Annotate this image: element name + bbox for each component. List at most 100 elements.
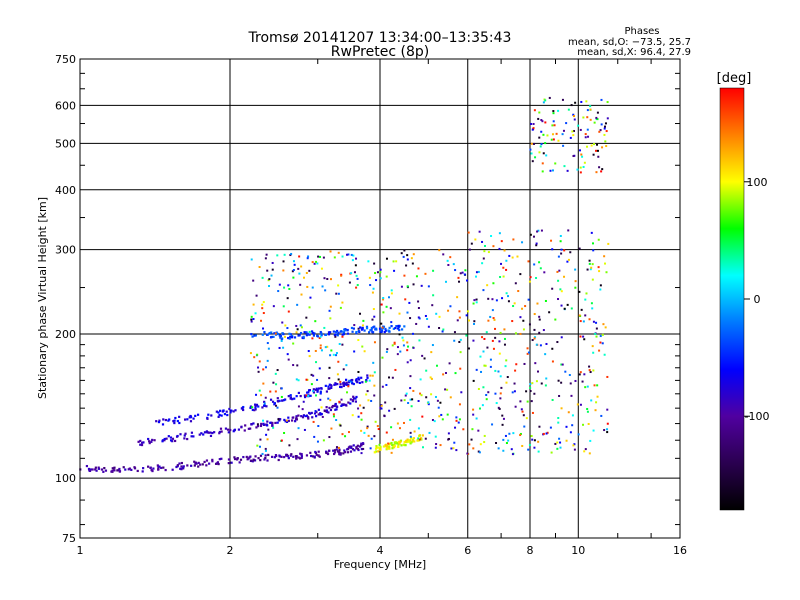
data-point — [538, 151, 541, 154]
data-point — [458, 418, 461, 421]
data-point — [596, 118, 599, 121]
data-point — [342, 384, 345, 388]
data-point — [539, 344, 542, 347]
data-point — [323, 277, 326, 280]
data-point — [435, 443, 438, 446]
data-point — [531, 160, 534, 163]
data-point — [470, 242, 473, 245]
data-point — [274, 332, 277, 335]
plot-frame — [79, 58, 681, 539]
data-point — [545, 154, 548, 157]
data-point — [339, 385, 342, 389]
data-point — [379, 271, 382, 274]
data-point — [347, 401, 350, 404]
data-point — [252, 318, 255, 321]
data-point — [261, 406, 264, 409]
data-point — [344, 328, 347, 331]
data-point — [601, 146, 604, 149]
y-tick-label: 600 — [55, 99, 76, 112]
data-point — [589, 108, 592, 111]
data-point — [535, 343, 538, 346]
data-point — [327, 397, 330, 400]
data-point — [253, 356, 256, 359]
data-point — [409, 435, 412, 438]
data-point — [367, 434, 370, 437]
data-point — [305, 331, 308, 334]
data-point — [342, 331, 345, 334]
data-point — [467, 231, 470, 234]
data-point — [296, 328, 299, 331]
data-point — [282, 269, 285, 272]
data-point — [538, 425, 541, 428]
data-point — [588, 369, 591, 372]
data-point — [596, 149, 599, 152]
data-point — [381, 356, 384, 359]
data-point — [271, 400, 275, 403]
data-point — [387, 329, 390, 332]
data-point — [379, 330, 382, 333]
data-point — [141, 470, 144, 473]
data-point — [312, 420, 315, 423]
data-point — [342, 382, 345, 385]
data-point — [535, 244, 538, 247]
data-point — [288, 337, 291, 340]
data-point — [491, 309, 494, 312]
data-point — [601, 333, 604, 336]
data-point — [361, 381, 364, 384]
data-point — [519, 273, 522, 276]
data-point — [395, 260, 398, 263]
data-point — [337, 331, 340, 334]
data-point — [116, 469, 119, 472]
data-point — [168, 418, 171, 421]
data-point — [117, 469, 120, 472]
data-point — [260, 394, 263, 397]
data-point — [258, 360, 261, 363]
data-point — [314, 394, 317, 397]
data-point — [323, 326, 326, 329]
data-point — [538, 136, 541, 139]
data-point — [319, 412, 322, 415]
data-point — [434, 446, 437, 449]
data-point — [517, 290, 520, 293]
data-point — [534, 362, 537, 365]
data-point — [560, 248, 563, 251]
data-point — [338, 452, 341, 456]
data-point — [579, 166, 582, 169]
data-point — [357, 378, 361, 381]
data-point — [307, 350, 310, 353]
data-point — [292, 269, 295, 272]
data-point — [552, 112, 555, 115]
data-point — [597, 266, 600, 269]
data-point — [220, 414, 223, 417]
data-point — [532, 122, 535, 125]
data-point — [348, 379, 351, 382]
data-point — [340, 274, 343, 277]
data-point — [201, 463, 204, 466]
data-point — [394, 441, 397, 444]
data-point — [560, 252, 563, 255]
data-point — [345, 383, 348, 386]
data-point — [193, 460, 196, 463]
data-point — [352, 444, 355, 447]
data-point — [584, 133, 587, 136]
data-point — [336, 334, 339, 337]
data-point — [179, 467, 182, 470]
data-point — [250, 423, 253, 426]
data-point — [342, 403, 345, 407]
data-point — [302, 336, 305, 340]
data-point — [371, 291, 374, 294]
data-point — [579, 128, 582, 131]
data-point — [317, 454, 320, 457]
data-point — [180, 468, 183, 471]
data-point — [264, 449, 267, 452]
data-point — [570, 104, 573, 107]
data-point — [410, 257, 413, 260]
data-point — [379, 268, 382, 271]
data-point — [251, 335, 254, 338]
data-point — [288, 332, 291, 335]
data-point — [490, 235, 493, 238]
data-point — [340, 385, 343, 389]
data-point — [467, 347, 470, 350]
data-point — [281, 399, 284, 402]
data-point — [383, 330, 386, 334]
